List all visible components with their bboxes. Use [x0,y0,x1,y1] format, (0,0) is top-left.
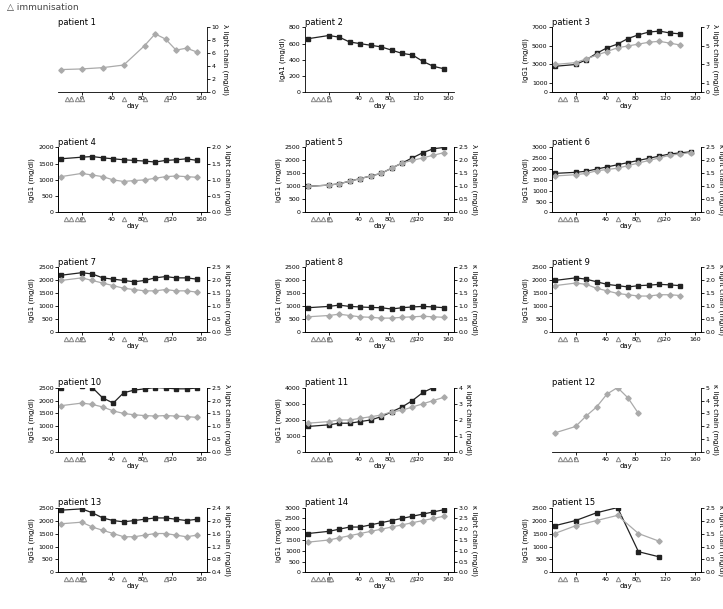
X-axis label: day: day [620,463,633,469]
Y-axis label: λ light chain (mg/dl): λ light chain (mg/dl) [712,24,719,96]
Y-axis label: IgG1 (mg/dl): IgG1 (mg/dl) [29,398,35,442]
Text: patient 2: patient 2 [305,18,343,27]
Y-axis label: λ light chain (mg/dl): λ light chain (mg/dl) [224,144,231,216]
Y-axis label: κ light chain (mg/dl): κ light chain (mg/dl) [718,504,723,576]
Y-axis label: IgG1 (mg/dl): IgG1 (mg/dl) [523,518,529,562]
Text: patient 6: patient 6 [552,138,590,147]
Text: patient 10: patient 10 [58,378,101,387]
Y-axis label: κ light chain (mg/dl): κ light chain (mg/dl) [471,264,478,336]
Text: patient 9: patient 9 [552,258,589,267]
Y-axis label: IgA1 (mg/dl): IgA1 (mg/dl) [280,38,286,82]
Y-axis label: κ light chain (mg/dl): κ light chain (mg/dl) [718,264,723,336]
Y-axis label: IgG1 (mg/dl): IgG1 (mg/dl) [275,278,282,322]
Text: patient 3: patient 3 [552,18,590,27]
Text: patient 4: patient 4 [58,138,95,147]
X-axis label: day: day [127,223,139,229]
X-axis label: day: day [620,343,633,349]
Y-axis label: λ light chain (mg/dl): λ light chain (mg/dl) [224,384,231,456]
Text: patient 11: patient 11 [305,378,348,387]
Y-axis label: κ light chain (mg/dl): κ light chain (mg/dl) [471,504,478,576]
Y-axis label: λ light chain (mg/dl): λ light chain (mg/dl) [471,144,478,216]
X-axis label: day: day [127,343,139,349]
Y-axis label: IgG1 (mg/dl): IgG1 (mg/dl) [275,518,282,562]
X-axis label: day: day [620,103,633,109]
Y-axis label: IgG1 (mg/dl): IgG1 (mg/dl) [523,278,529,322]
X-axis label: day: day [127,463,139,469]
X-axis label: day: day [620,223,633,229]
X-axis label: day: day [373,103,386,109]
X-axis label: day: day [373,223,386,229]
Text: patient 12: patient 12 [552,378,595,387]
Text: patient 13: patient 13 [58,498,101,507]
Text: patient 1: patient 1 [58,18,95,27]
Y-axis label: IgG1 (mg/dl): IgG1 (mg/dl) [29,158,35,202]
Text: patient 7: patient 7 [58,258,96,267]
X-axis label: day: day [373,463,386,469]
Text: patient 15: patient 15 [552,498,595,507]
Y-axis label: IgG1 (mg/dl): IgG1 (mg/dl) [275,398,282,442]
X-axis label: day: day [373,583,386,589]
Y-axis label: IgG1 (mg/dl): IgG1 (mg/dl) [29,518,35,562]
Y-axis label: κ light chain (mg/dl): κ light chain (mg/dl) [224,504,231,576]
Y-axis label: κ light chain (mg/dl): κ light chain (mg/dl) [712,384,719,456]
Y-axis label: IgG1 (mg/dl): IgG1 (mg/dl) [523,158,529,202]
Y-axis label: λ light chain (mg/dl): λ light chain (mg/dl) [222,24,228,96]
Text: patient 5: patient 5 [305,138,343,147]
Y-axis label: κ light chain (mg/dl): κ light chain (mg/dl) [466,384,472,456]
Y-axis label: IgG1 (mg/dl): IgG1 (mg/dl) [29,278,35,322]
X-axis label: day: day [373,343,386,349]
X-axis label: day: day [127,103,139,109]
Text: △ immunisation: △ immunisation [7,3,79,12]
Text: patient 8: patient 8 [305,258,343,267]
Text: patient 14: patient 14 [305,498,348,507]
X-axis label: day: day [620,583,633,589]
Y-axis label: κ light chain (mg/dl): κ light chain (mg/dl) [718,144,723,216]
Y-axis label: IgG1 (mg/dl): IgG1 (mg/dl) [275,158,282,202]
Y-axis label: κ light chain (mg/dl): κ light chain (mg/dl) [224,264,231,336]
X-axis label: day: day [127,583,139,589]
Y-axis label: IgG1 (mg/dl): IgG1 (mg/dl) [523,38,529,82]
